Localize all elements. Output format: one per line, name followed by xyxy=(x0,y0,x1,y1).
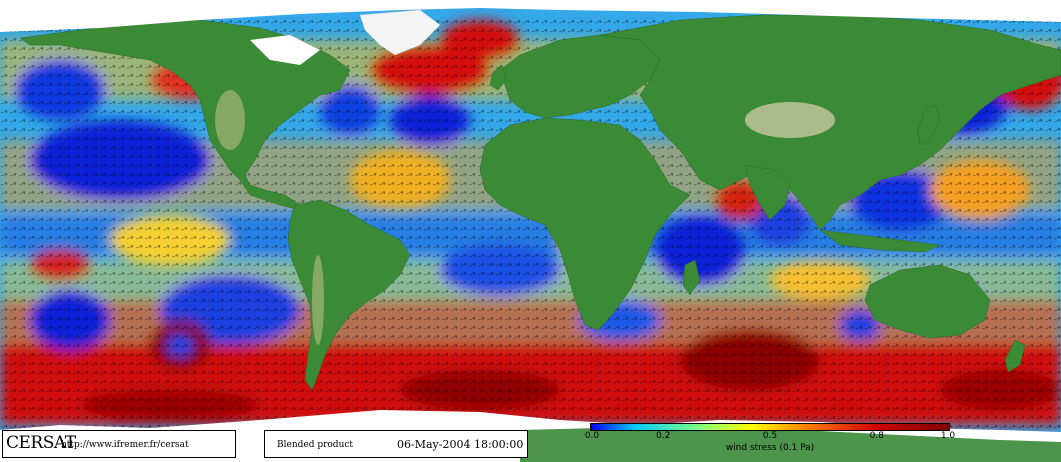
india xyxy=(744,164,791,221)
colorbar-label: wind stress (0.1 Pa) xyxy=(725,443,815,453)
colorbar-tick: 1.0 xyxy=(940,431,956,441)
highlands xyxy=(215,90,835,345)
colorbar-frame xyxy=(590,423,950,431)
europe xyxy=(499,34,661,119)
colorbar-tick: 0.8 xyxy=(869,431,884,441)
australia xyxy=(864,264,991,339)
great-britain xyxy=(489,64,507,91)
product-date: 06-May-2004 18:00:00 xyxy=(397,438,524,451)
arctic-island xyxy=(250,35,320,65)
product-info-box: Blended product 06-May-2004 18:00:00 xyxy=(264,430,528,458)
arctic-ice xyxy=(0,0,1061,32)
product-name: Blended product xyxy=(277,440,354,450)
colorbar-tick: 0.0 xyxy=(584,431,600,441)
japan xyxy=(917,104,941,146)
africa xyxy=(479,117,691,331)
antarctica-shaded xyxy=(520,426,1061,462)
madagascar xyxy=(682,259,701,296)
colorbar-gradient xyxy=(591,424,949,430)
cersat-info-box: CERSAT http://www.ifremer.fr/cersat xyxy=(2,430,236,458)
cersat-url[interactable]: http://www.ifremer.fr/cersat xyxy=(61,440,189,450)
colorbar-tick: 0.5 xyxy=(762,431,778,441)
indonesia xyxy=(819,229,941,253)
new-zealand xyxy=(1004,339,1026,373)
greenland xyxy=(359,9,441,56)
colorbar-tick: 0.2 xyxy=(656,431,671,441)
cersat-logo: CERSAT xyxy=(6,433,76,453)
